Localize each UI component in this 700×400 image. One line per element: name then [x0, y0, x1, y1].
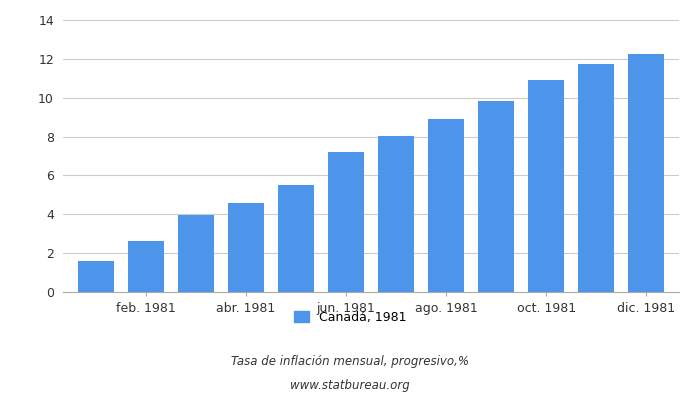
Bar	[228, 203, 264, 292]
Bar	[578, 64, 615, 292]
Bar	[278, 185, 314, 292]
Bar	[428, 118, 464, 292]
Bar	[78, 262, 113, 292]
Bar	[127, 241, 164, 292]
Bar	[378, 136, 414, 292]
Legend: Canadá, 1981: Canadá, 1981	[294, 311, 406, 324]
Text: Tasa de inflación mensual, progresivo,%: Tasa de inflación mensual, progresivo,%	[231, 356, 469, 368]
Bar	[478, 102, 514, 292]
Bar	[629, 54, 664, 292]
Bar	[328, 152, 364, 292]
Bar	[528, 80, 564, 292]
Text: www.statbureau.org: www.statbureau.org	[290, 380, 410, 392]
Bar	[178, 215, 214, 292]
